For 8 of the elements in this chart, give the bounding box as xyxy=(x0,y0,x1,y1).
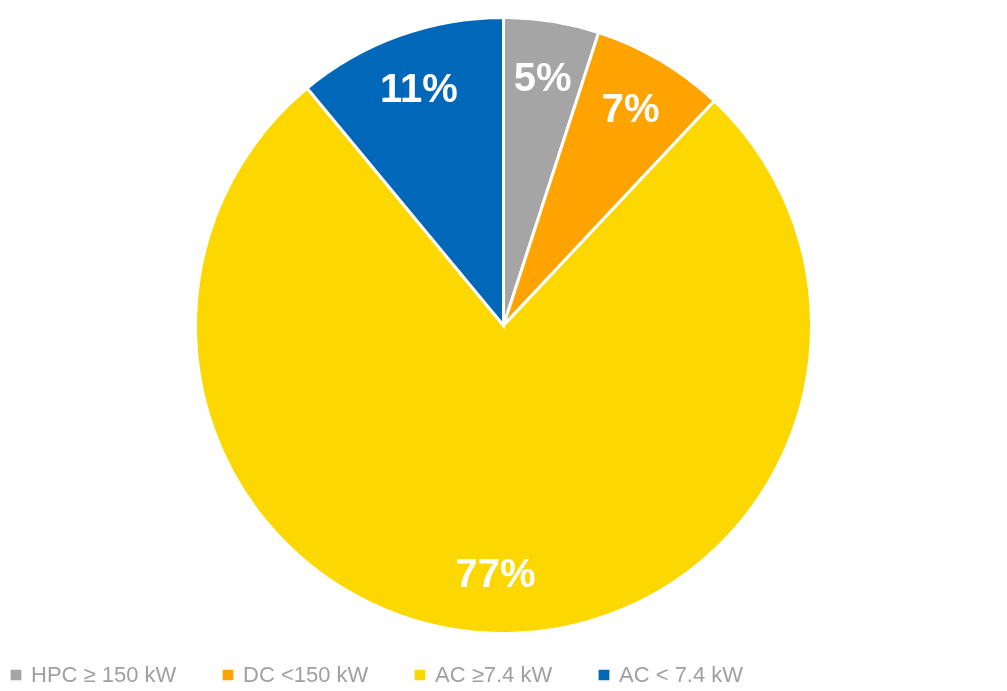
data-label: 5% xyxy=(513,54,572,99)
legend-label: AC < 7.4 kW xyxy=(619,662,744,687)
legend-label: HPC ≥ 150 kW xyxy=(31,662,177,687)
data-label: 7% xyxy=(601,86,660,131)
data-label: 77% xyxy=(455,551,536,596)
data-label: 11% xyxy=(379,66,458,111)
legend-label: AC ≥7.4 kW xyxy=(435,662,553,687)
legend-label: DC <150 kW xyxy=(243,662,369,687)
